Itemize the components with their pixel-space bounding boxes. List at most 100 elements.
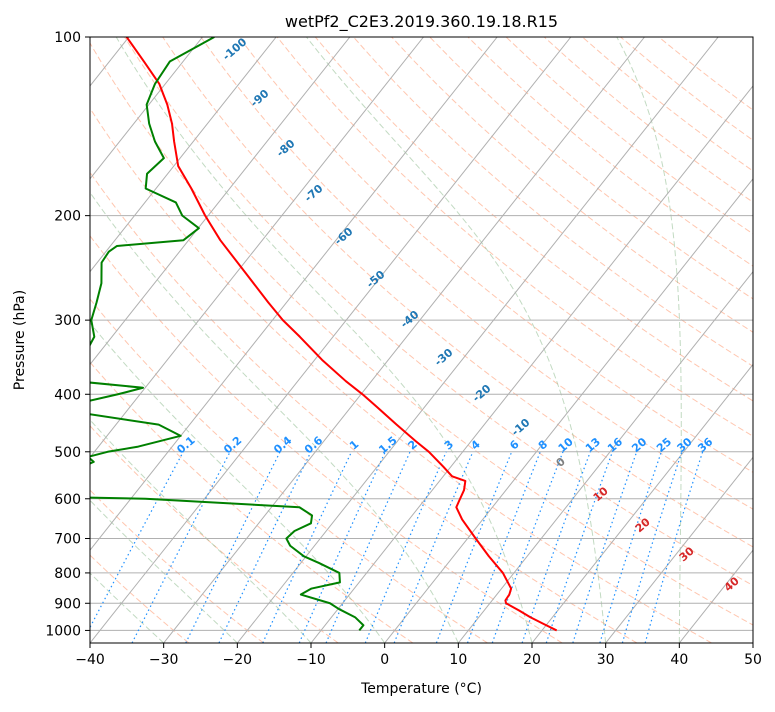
dry-adiabat-line <box>200 37 753 510</box>
x-tick-label: 10 <box>449 652 467 668</box>
x-axis-title: Temperature (°C) <box>360 681 482 697</box>
y-tick-label: 900 <box>54 596 81 612</box>
dry-adiabat-line <box>90 171 638 643</box>
mixing-ratio-line <box>644 451 704 643</box>
moist-adiabat-label: -50 <box>364 268 388 291</box>
mixing-ratio-label: 4 <box>468 438 483 453</box>
moist-adiabat-line <box>115 37 533 643</box>
mixing-ratio-label: 2 <box>406 438 420 453</box>
dry-adiabats <box>90 37 753 643</box>
plot-area: -100-90-80-70-60-50-40-30-20-10010203040… <box>90 35 753 643</box>
isotherm-line <box>90 37 203 180</box>
sounding-data <box>90 37 558 632</box>
mixing-ratio-line <box>298 451 386 643</box>
dry-adiabat-line <box>90 425 339 643</box>
moist-adiabat-label: -10 <box>509 416 533 439</box>
dry-adiabat-line <box>90 554 190 643</box>
y-tick-label: 600 <box>54 492 81 508</box>
moist-adiabat-label: 0 <box>554 455 569 470</box>
moist-adiabat-label: -30 <box>432 346 456 369</box>
dry-adiabat-line <box>505 37 753 235</box>
y-tick-label: 500 <box>54 445 81 461</box>
mixing-ratio-line <box>262 451 353 643</box>
isotherm-line <box>752 642 753 643</box>
x-tick-label: −20 <box>223 652 253 668</box>
x-tick-label: 20 <box>523 652 541 668</box>
isotherm-line <box>90 37 498 551</box>
dry-adiabat-line <box>353 37 753 367</box>
moist-adiabat-line <box>90 322 386 643</box>
dry-adiabat-line <box>90 235 563 643</box>
mixing-ratio-line <box>621 451 683 643</box>
x-tick-label: 0 <box>380 652 389 668</box>
y-tick-label: 400 <box>54 387 81 403</box>
moist-adiabat-label: -20 <box>470 382 494 405</box>
moist-adiabat-label: -60 <box>332 225 356 248</box>
mixing-ratio-line <box>325 451 411 643</box>
moist-adiabat-line <box>90 191 459 643</box>
mixing-ratio-line <box>364 451 447 643</box>
dry-adiabat-line <box>90 107 712 643</box>
y-tick-label: 700 <box>54 532 81 548</box>
isotherms <box>90 37 753 643</box>
isotherm-line <box>605 456 753 643</box>
y-axis-title: Pressure (hPa) <box>12 290 28 390</box>
dry-adiabat-line <box>90 298 488 643</box>
moist-adiabat-label: -40 <box>398 308 422 331</box>
moist-adiabat-line <box>752 635 753 643</box>
mixing-ratio-line <box>435 451 513 643</box>
dry-adiabat-line <box>543 37 753 203</box>
dry-adiabat-line <box>124 37 753 587</box>
isotherm-line <box>236 37 719 643</box>
moist-adiabat-line <box>306 37 607 643</box>
mixing-ratio-label: 1 <box>347 438 361 453</box>
moist-adiabat-line <box>90 419 312 643</box>
y-tick-label: 1000 <box>45 623 81 639</box>
chart-title: wetPf2_C2E3.2019.360.19.18.R15 <box>285 12 558 32</box>
x-tick-label: 40 <box>670 652 688 668</box>
y-tick-label: 200 <box>54 209 81 225</box>
mixing-ratio-line <box>572 451 638 643</box>
x-axis: −40 −30 −20 −10 0 10 20 30 40 50 <box>75 643 762 668</box>
moist-adiabat-line <box>90 499 238 643</box>
isobars <box>90 37 753 631</box>
moist-adiabat-label: -80 <box>274 137 298 160</box>
isotherm-line <box>531 363 753 643</box>
moist-adiabat-label: -100 <box>220 35 250 63</box>
dry-adiabat-label: 10 <box>591 484 611 504</box>
isotherm-line <box>90 37 424 459</box>
temperature-line <box>125 37 558 632</box>
x-tick-label: −30 <box>149 652 179 668</box>
isotherm-line <box>90 37 572 643</box>
x-tick-label: 30 <box>597 652 615 668</box>
dry-adiabat-label: 20 <box>633 515 653 535</box>
mixing-ratio-label: 3 <box>442 438 456 453</box>
dry-adiabat-line <box>391 37 753 333</box>
y-tick-label: 300 <box>54 313 81 329</box>
moist-adiabat-line <box>616 37 682 643</box>
mixing-ratio-line <box>90 451 184 629</box>
moist-adiabat-label: -90 <box>248 87 272 110</box>
mixing-ratio-line <box>218 451 312 643</box>
isotherm-line <box>310 85 753 643</box>
dry-adiabat-line <box>90 42 753 626</box>
mixing-ratio-lines <box>90 451 704 643</box>
plot-frame <box>89 36 754 644</box>
dry-adiabat-line <box>90 489 264 643</box>
mixing-ratio-label: 0.4 <box>271 434 294 457</box>
y-axis: 100 200 300 400 500 600 700 800 900 1000 <box>45 30 90 639</box>
mixing-ratio-line <box>599 451 662 643</box>
isotherm-line <box>90 37 277 273</box>
isotherm-line <box>163 37 645 643</box>
dry-adiabat-line <box>314 37 753 402</box>
isotherm-line <box>90 37 351 366</box>
dry-adiabat-line <box>467 37 753 267</box>
x-tick-label: 50 <box>744 652 762 668</box>
dry-adiabat-line <box>276 37 753 437</box>
isotherm-line <box>457 270 753 643</box>
dewpoint-line <box>90 37 365 632</box>
mixing-ratio-label: 1.5 <box>376 434 399 457</box>
mixing-ratio-line <box>466 451 541 643</box>
